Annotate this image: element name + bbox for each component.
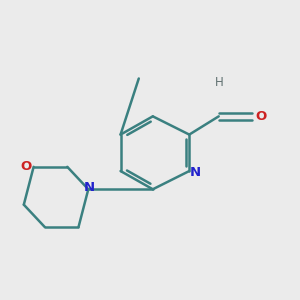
Text: O: O bbox=[20, 160, 32, 173]
Text: N: N bbox=[190, 166, 201, 179]
Text: H: H bbox=[215, 76, 224, 89]
Text: N: N bbox=[83, 182, 94, 194]
Text: O: O bbox=[256, 110, 267, 123]
